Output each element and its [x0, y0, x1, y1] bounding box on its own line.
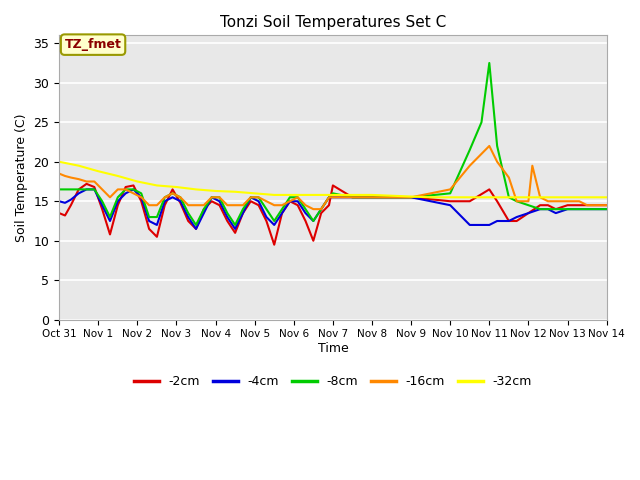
Y-axis label: Soil Temperature (C): Soil Temperature (C) — [15, 113, 28, 242]
Text: TZ_fmet: TZ_fmet — [65, 38, 122, 51]
Title: Tonzi Soil Temperatures Set C: Tonzi Soil Temperatures Set C — [220, 15, 446, 30]
X-axis label: Time: Time — [317, 342, 348, 355]
Legend: -2cm, -4cm, -8cm, -16cm, -32cm: -2cm, -4cm, -8cm, -16cm, -32cm — [129, 370, 537, 393]
